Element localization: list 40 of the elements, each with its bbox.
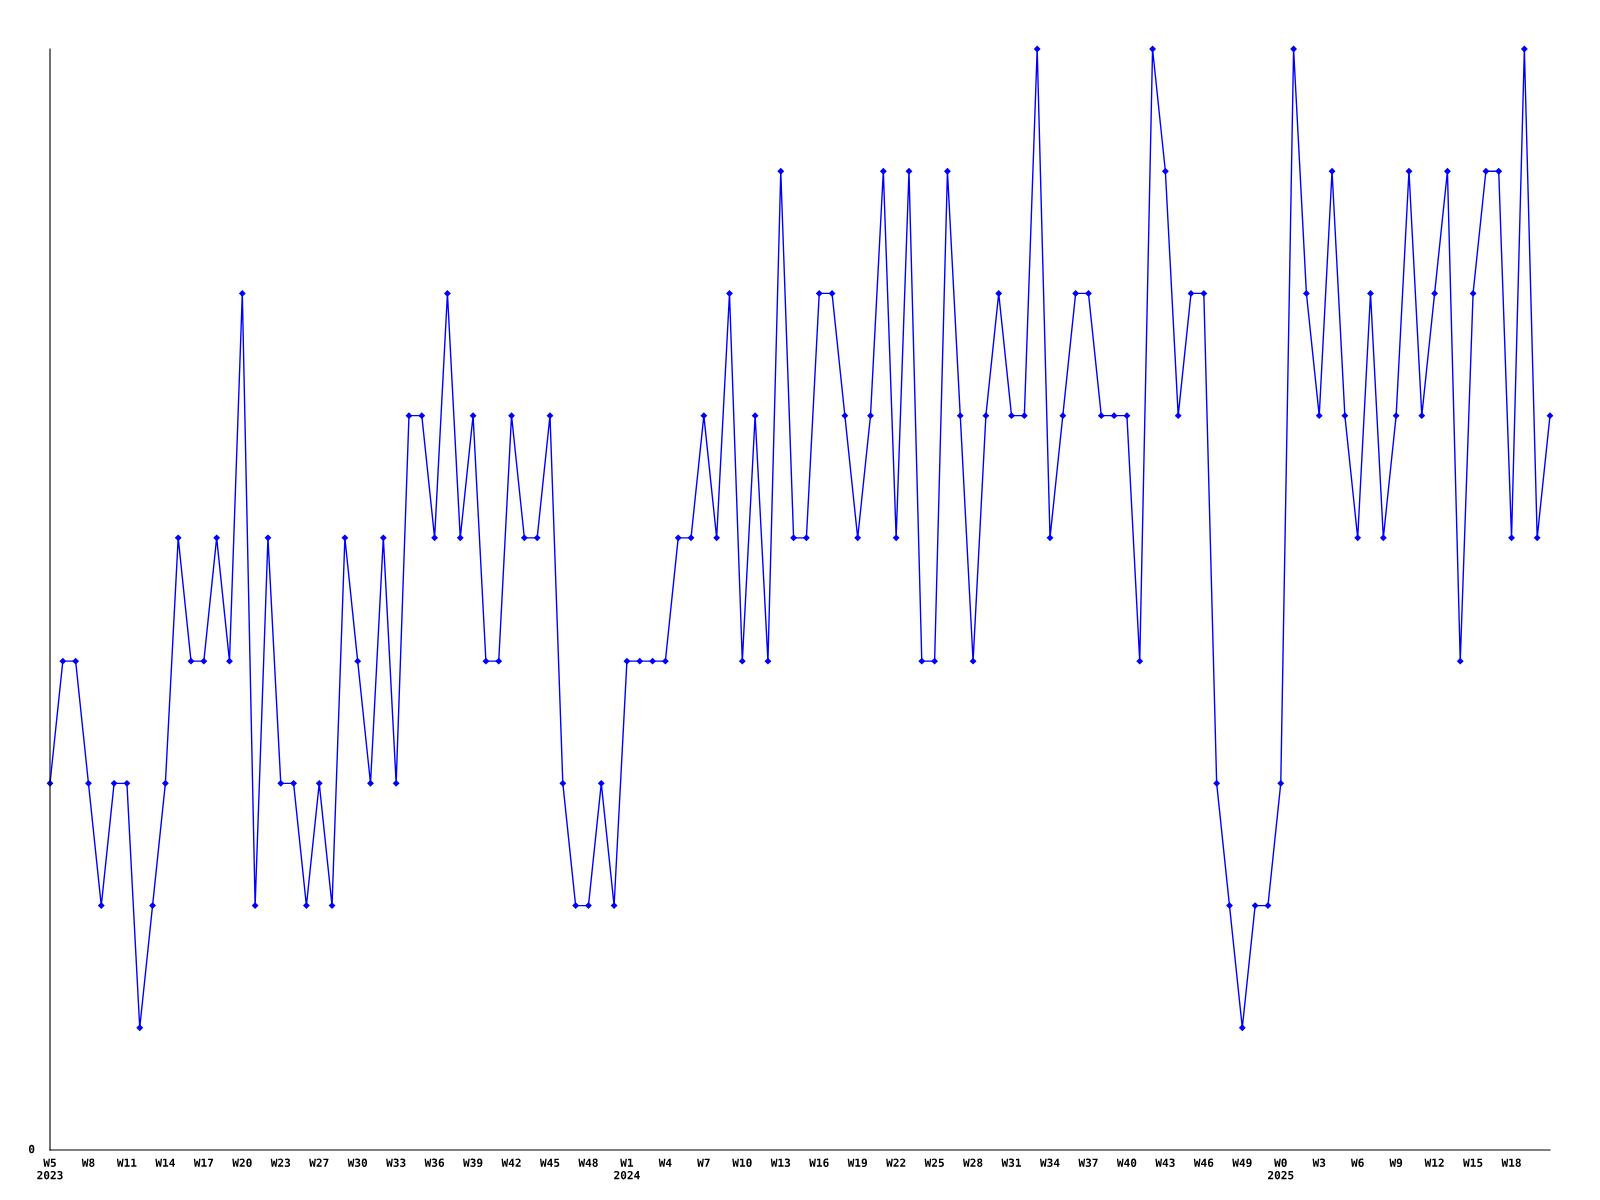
x-tick-label: W18 — [1501, 1158, 1521, 1167]
x-tick-label: W17 — [193, 1158, 214, 1167]
x-tick-label: W4 — [658, 1158, 672, 1167]
x-tick-label: W15 — [1463, 1158, 1483, 1167]
x-tick-label: W22 — [886, 1158, 906, 1167]
x-tick-label: W40 — [1116, 1158, 1137, 1167]
x-tick-label: W39 — [463, 1158, 483, 1167]
x-tick-label: W7 — [697, 1158, 710, 1167]
x-tick-label: W10 — [732, 1158, 752, 1167]
x-tick-label: W42 — [501, 1158, 521, 1167]
x-tick-label: W48 — [578, 1158, 598, 1167]
x-tick-label: W20 — [232, 1158, 252, 1167]
x-tick-label: W23 — [270, 1158, 291, 1167]
x-tick-label: W3 — [1312, 1158, 1326, 1167]
x-tick-label: W36 — [424, 1158, 445, 1167]
x-tick-label: W0 2025 — [1268, 1158, 1294, 1180]
x-tick-label: W1 2024 — [614, 1158, 640, 1180]
x-tick-label: W27 — [309, 1158, 329, 1167]
x-tick-label: W19 — [847, 1158, 868, 1167]
x-tick-label: W49 — [1232, 1158, 1252, 1167]
x-tick-label: W11 — [116, 1158, 137, 1167]
x-tick-label: W30 — [347, 1158, 368, 1167]
x-tick-label: W5 2023 — [37, 1158, 63, 1180]
x-tick-label: W37 — [1078, 1158, 1098, 1167]
x-tick-label: W9 — [1389, 1158, 1403, 1167]
x-tick-label: W34 — [1039, 1158, 1060, 1167]
x-tick-label: W25 — [924, 1158, 944, 1167]
x-tick-label: W6 — [1351, 1158, 1364, 1167]
x-tick-label: W12 — [1424, 1158, 1444, 1167]
x-tick-label: W28 — [963, 1158, 983, 1167]
text: 0 — [28, 1144, 35, 1154]
x-tick-label: W14 — [155, 1158, 175, 1167]
x-tick-label: W33 — [386, 1158, 406, 1167]
x-tick-label: W43 — [1155, 1158, 1175, 1167]
x-tick-label: W8 — [81, 1158, 95, 1167]
x-tick-label: W16 — [809, 1158, 829, 1167]
x-tick-label: W46 — [1193, 1158, 1214, 1167]
x-tick-label: W31 — [1001, 1158, 1022, 1167]
x-tick-label: W13 — [770, 1158, 791, 1167]
x-tick-label: W45 — [539, 1158, 560, 1167]
